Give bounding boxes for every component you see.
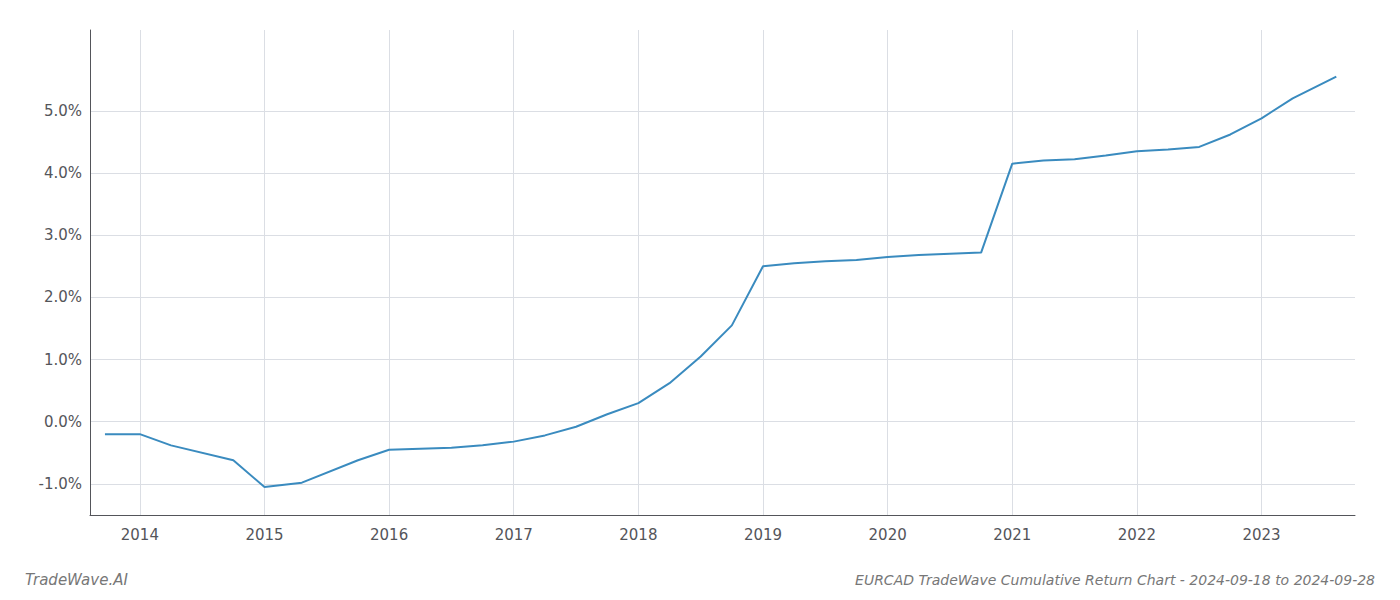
- svg-text:2020: 2020: [869, 526, 907, 544]
- svg-text:-1.0%: -1.0%: [38, 475, 82, 493]
- svg-text:1.0%: 1.0%: [44, 351, 82, 369]
- svg-text:TradeWave.AI: TradeWave.AI: [25, 571, 128, 589]
- svg-text:0.0%: 0.0%: [44, 413, 82, 431]
- svg-text:2018: 2018: [619, 526, 657, 544]
- svg-text:2022: 2022: [1118, 526, 1156, 544]
- svg-text:2014: 2014: [121, 526, 159, 544]
- svg-text:4.0%: 4.0%: [44, 164, 82, 182]
- svg-text:2016: 2016: [370, 526, 408, 544]
- svg-text:EURCAD TradeWave Cumulative Re: EURCAD TradeWave Cumulative Return Chart…: [855, 572, 1375, 588]
- svg-text:2017: 2017: [495, 526, 533, 544]
- svg-text:2015: 2015: [245, 526, 283, 544]
- svg-text:5.0%: 5.0%: [44, 102, 82, 120]
- svg-text:3.0%: 3.0%: [44, 226, 82, 244]
- svg-text:2019: 2019: [744, 526, 782, 544]
- svg-text:2021: 2021: [993, 526, 1031, 544]
- svg-text:2.0%: 2.0%: [44, 288, 82, 306]
- svg-text:2023: 2023: [1242, 526, 1280, 544]
